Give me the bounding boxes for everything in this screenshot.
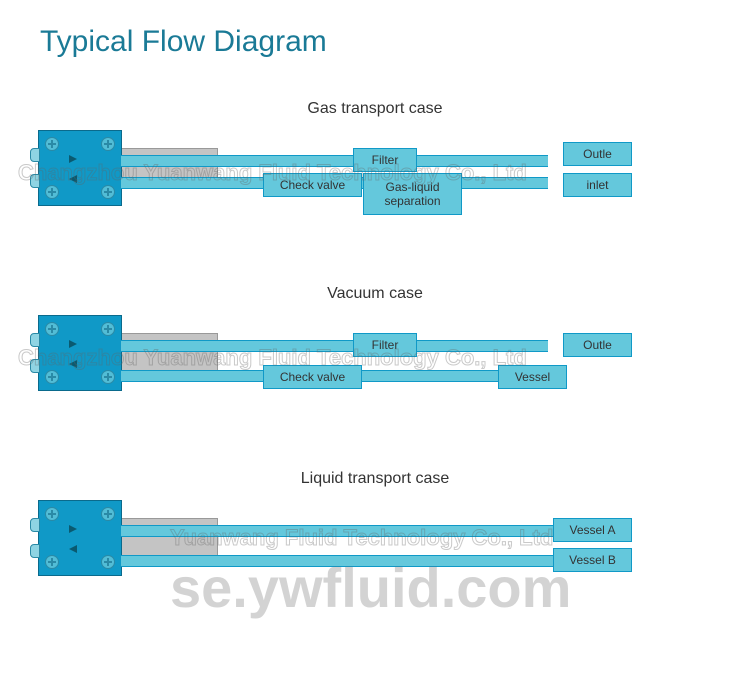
- gas-subtitle: Gas transport case: [0, 100, 750, 118]
- arrow-icon: [69, 155, 77, 163]
- screw-icon: [101, 137, 115, 151]
- check-valve-box: Check valve: [263, 173, 362, 197]
- gas-diagram: Filter Outle Check valve Gas-liquid sepa…: [38, 130, 698, 220]
- screw-icon: [101, 322, 115, 336]
- vessel-a-box: Vessel A: [553, 518, 632, 542]
- screw-icon: [101, 185, 115, 199]
- filter-box: Filter: [353, 148, 417, 172]
- vacuum-subtitle: Vacuum case: [0, 285, 750, 303]
- port-icon: [30, 359, 40, 373]
- port-icon: [30, 174, 40, 188]
- screw-icon: [45, 137, 59, 151]
- motor-icon: [121, 518, 218, 558]
- port-icon: [30, 148, 40, 162]
- screw-icon: [45, 507, 59, 521]
- arrow-icon: [69, 175, 77, 183]
- screw-icon: [45, 555, 59, 569]
- pump-icon: [38, 315, 122, 391]
- motor-icon: [121, 333, 218, 373]
- pipe: [403, 155, 548, 167]
- port-icon: [30, 518, 40, 532]
- screw-icon: [101, 507, 115, 521]
- pipe: [121, 340, 353, 352]
- screw-icon: [45, 370, 59, 384]
- gas-liquid-box: Gas-liquid separation: [363, 173, 462, 215]
- screw-icon: [101, 370, 115, 384]
- screw-icon: [45, 185, 59, 199]
- vacuum-diagram: Filter Outle Check valve Vessel: [38, 315, 698, 405]
- pipe: [121, 155, 353, 167]
- pipe: [348, 370, 498, 382]
- pipe: [121, 370, 263, 382]
- inlet-box: inlet: [563, 173, 632, 197]
- port-icon: [30, 333, 40, 347]
- outlet-box: Outle: [563, 142, 632, 166]
- pipe: [403, 340, 548, 352]
- port-icon: [30, 544, 40, 558]
- pipe: [448, 177, 548, 189]
- pump-icon: [38, 130, 122, 206]
- pipe: [121, 177, 263, 189]
- page-title: Typical Flow Diagram: [40, 25, 327, 59]
- arrow-icon: [69, 360, 77, 368]
- filter-box: Filter: [353, 333, 417, 357]
- pipe: [121, 525, 553, 537]
- liquid-diagram: Vessel A Vessel B: [38, 500, 698, 590]
- pump-icon: [38, 500, 122, 576]
- arrow-icon: [69, 340, 77, 348]
- screw-icon: [101, 555, 115, 569]
- vessel-box: Vessel: [498, 365, 567, 389]
- pipe: [121, 555, 553, 567]
- arrow-icon: [69, 545, 77, 553]
- screw-icon: [45, 322, 59, 336]
- liquid-subtitle: Liquid transport case: [0, 470, 750, 488]
- arrow-icon: [69, 525, 77, 533]
- outlet-box: Outle: [563, 333, 632, 357]
- check-valve-box: Check valve: [263, 365, 362, 389]
- vessel-b-box: Vessel B: [553, 548, 632, 572]
